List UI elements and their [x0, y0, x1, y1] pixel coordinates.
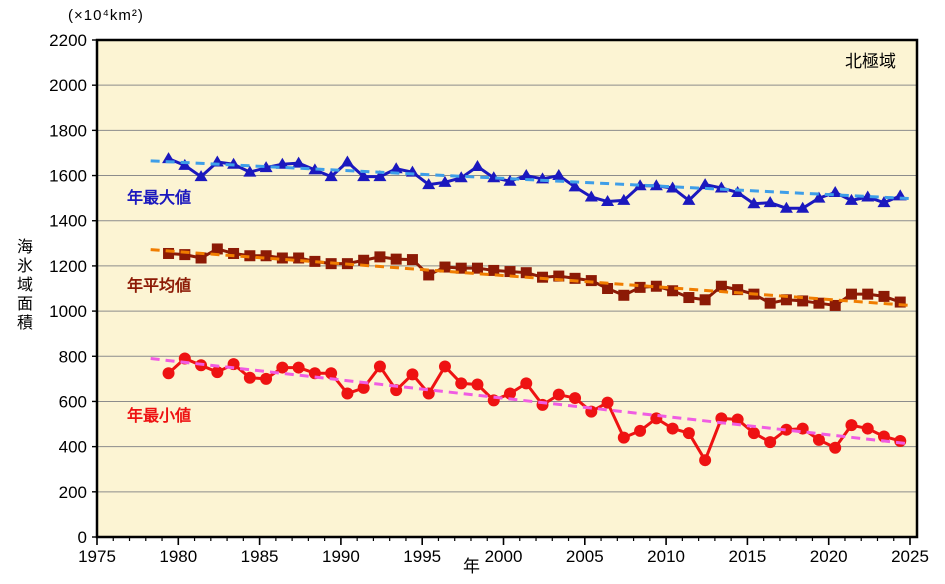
trend-line-annual-min	[150, 357, 911, 446]
series-annual-mean	[168, 247, 901, 307]
y-axis-ticks	[92, 39, 97, 538]
markers-annual-mean	[163, 243, 906, 311]
svg-text:1985: 1985	[241, 547, 279, 566]
svg-text:1975: 1975	[78, 547, 116, 566]
trend-line-annual-max	[150, 159, 911, 201]
svg-text:1980: 1980	[159, 547, 197, 566]
y-axis-title: 海氷域面積	[14, 238, 31, 333]
svg-text:1000: 1000	[49, 302, 87, 321]
svg-text:1800: 1800	[49, 121, 87, 140]
x-axis-title: 年	[463, 557, 480, 576]
x-axis-ticks	[96, 537, 911, 545]
svg-text:0: 0	[78, 528, 87, 547]
x-axis-tick-labels: 1975 1980 1985 1990 1995 2000 2005 2010 2015 2020…	[78, 547, 929, 566]
gridlines	[97, 84, 917, 493]
series-annual-max	[167, 157, 901, 210]
y-axis-unit-label: (×10⁴km²)	[68, 7, 144, 24]
trend-line-annual-mean	[150, 248, 911, 307]
svg-text:1200: 1200	[49, 257, 87, 276]
svg-text:800: 800	[59, 347, 87, 366]
svg-text:600: 600	[59, 392, 87, 411]
svg-text:200: 200	[59, 483, 87, 502]
svg-text:1400: 1400	[49, 212, 87, 231]
svg-text:1995: 1995	[403, 547, 441, 566]
svg-text:2000: 2000	[49, 76, 87, 95]
svg-text:1990: 1990	[322, 547, 360, 566]
plot-frame	[95, 38, 919, 539]
series-annual-min	[167, 357, 901, 462]
svg-text:2020: 2020	[810, 547, 848, 566]
svg-text:400: 400	[59, 438, 87, 457]
svg-text:2000: 2000	[485, 547, 523, 566]
series-label-annual-max: 年最大値	[127, 190, 192, 207]
series-label-annual-mean: 年平均値	[127, 278, 192, 295]
svg-text:1600: 1600	[49, 167, 87, 186]
series-label-annual-min: 年最小値	[127, 408, 192, 425]
plot-background	[97, 40, 917, 537]
svg-text:2015: 2015	[728, 547, 766, 566]
svg-text:2200: 2200	[49, 31, 87, 50]
svg-text:2010: 2010	[647, 547, 685, 566]
svg-text:2005: 2005	[566, 547, 604, 566]
region-label: 北極域	[845, 52, 896, 71]
y-axis-tick-labels: 0 200 400 600 800 1000 1200 1400 1600 1800 2000 220…	[49, 31, 87, 547]
svg-text:2025: 2025	[891, 547, 929, 566]
